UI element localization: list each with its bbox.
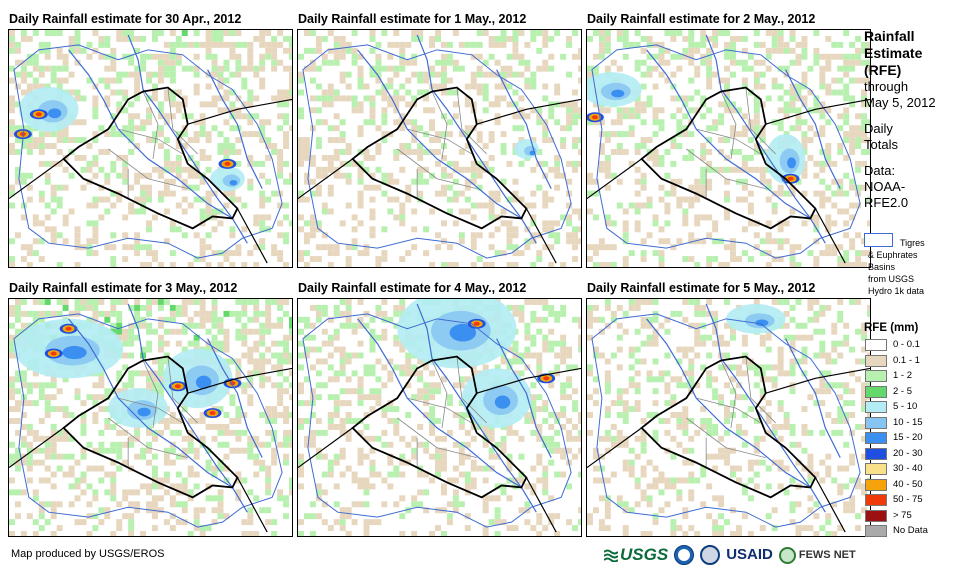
rfe-class-label: 20 - 30 [893,447,923,459]
rfe-class-swatch [865,447,887,460]
rfe-class-row: 10 - 15 [864,415,967,431]
fews-net-logo-text: FEWS NET [798,549,856,561]
basin-label-line: Hydro 1k data [868,286,925,296]
panel-title-4: Daily Rainfall estimate for 3 May., 2012 [9,281,238,295]
basin-label: Tigres & Euphrates Basins from USGS Hydr… [868,237,967,297]
panel-title-2: Daily Rainfall estimate for 1 May., 2012 [298,12,527,26]
rainfall-map-5 [297,298,582,537]
legend-title-line: Estimate [864,45,923,61]
rfe-class-swatch [865,509,887,522]
basin-label-line: Tigres [900,238,925,248]
rfe-class-swatch [865,416,887,429]
usgs-waves-icon [604,549,618,562]
legend-totals: Totals [864,137,898,152]
rfe-class-label: 30 - 40 [893,463,923,474]
rfe-class-row: 2 - 5 [864,384,967,400]
rfe-class-swatch [865,339,887,351]
map-credit: Map produced by USGS/EROS [11,548,165,560]
panel-title-3: Daily Rainfall estimate for 2 May., 2012 [587,12,816,26]
rfe-class-label: 0 - 0.1 [893,339,920,350]
rfe-class-swatch [865,432,887,444]
usgs-logo: USGS [604,545,668,565]
rfe-class-row: No Data [864,523,967,539]
rainfall-map-1 [8,29,293,268]
rfe-class-label: 40 - 50 [893,478,923,490]
seal-logo-icon [700,545,721,565]
legend: Rainfall Estimate (RFE) through May 5, 2… [864,28,964,211]
rfe-class-label: 5 - 10 [893,401,918,412]
rainfall-map-6 [586,298,871,537]
rfe-class-row: > 75 [864,508,967,524]
rfe-class-row: 5 - 10 [864,399,967,415]
rfe-class-row: 0 - 0.1 [864,337,967,353]
rainfall-map-4 [8,298,293,537]
legend-date: May 5, 2012 [864,95,936,110]
rfe-class-swatch [865,494,887,506]
legend-data-label: Data: [864,163,896,178]
rfe-legend-title: RFE (mm) [864,322,919,334]
rfe-legend: RFE (mm) 0 - 0.1 0.1 - 1 1 - 2 2 - 5 5 - 10 1… [864,322,967,539]
legend-title-line: Rainfall [864,28,915,44]
rfe-class-label: 15 - 20 [893,432,923,443]
rfe-class-label: > 75 [893,509,912,521]
legend-through: through [864,79,909,94]
rfe-class-swatch [865,370,887,382]
rfe-class-swatch [865,385,887,398]
rfe-class-row: 20 - 30 [864,446,967,462]
rfe-class-row: 1 - 2 [864,368,967,384]
legend-data-source: RFE2.0 [864,195,909,210]
legend-title-line: (RFE) [864,62,902,78]
rfe-class-label: 0.1 - 1 [893,354,920,366]
rfe-class-row: 50 - 75 [864,492,967,508]
rfe-class-label: No Data [893,525,928,536]
fews-net-logo: FEWS NET [778,546,856,564]
usaid-logo: USAID [726,547,773,563]
rfe-class-label: 50 - 75 [893,494,923,505]
basin-label-line: Basins [868,262,896,272]
legend-data-source: NOAA- [864,179,906,194]
rfe-class-swatch [865,478,887,491]
rfe-class-label: 1 - 2 [893,370,913,381]
rfe-class-row: 40 - 50 [864,477,967,493]
rfe-class-label: 10 - 15 [893,416,923,428]
rfe-class-row: 15 - 20 [864,430,967,446]
rfe-class-row: 0.1 - 1 [864,353,967,369]
rfe-class-swatch [865,525,887,537]
basin-swatch [864,233,893,247]
panel-title-5: Daily Rainfall estimate for 4 May., 2012 [298,281,527,295]
rainfall-map-3 [586,29,871,268]
rainfall-map-2 [297,29,582,268]
panel-title-6: Daily Rainfall estimate for 5 May., 2012 [587,281,816,295]
usgs-logo-text: USGS [620,545,669,564]
rfe-class-swatch [865,463,887,475]
agency-logos: USGS USAID FEWS NET [604,543,856,567]
rfe-class-row: 30 - 40 [864,461,967,477]
globe-icon [778,546,796,564]
usaid-logo-text: USAID [726,546,773,563]
basin-label-line: & Euphrates [868,250,918,260]
legend-daily: Daily [864,121,893,136]
rfe-class-swatch [865,354,887,367]
rfe-class-label: 2 - 5 [893,385,913,397]
panel-title-1: Daily Rainfall estimate for 30 Apr., 201… [9,12,242,26]
rfe-class-swatch [865,401,887,413]
noaa-logo-icon [674,545,695,565]
basin-label-line: from USGS [868,274,915,284]
